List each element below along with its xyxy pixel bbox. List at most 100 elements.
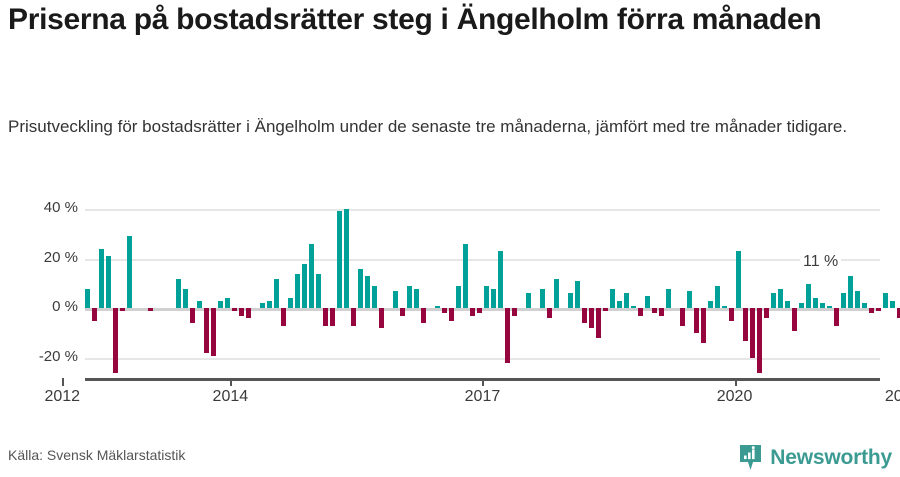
bar <box>778 288 783 309</box>
logo-wordmark: Newsworthy <box>770 446 892 469</box>
source-note: Källa: Svensk Mäklarstatistik <box>8 447 186 463</box>
bar <box>281 308 286 326</box>
bar <box>211 308 216 356</box>
page-subtitle: Prisutveckling för bostadsrätter i Ängel… <box>8 117 848 136</box>
bar-series <box>85 204 900 378</box>
bar <box>547 308 552 319</box>
last-value-annotation: 11 % <box>800 253 842 272</box>
gridline--20 <box>85 358 880 361</box>
bar <box>729 308 734 321</box>
bar <box>897 308 900 319</box>
bar <box>470 308 475 316</box>
bar <box>596 308 601 339</box>
bar <box>540 288 545 309</box>
bar <box>575 281 580 309</box>
bar <box>456 286 461 309</box>
bar <box>176 278 181 309</box>
bar <box>750 308 755 359</box>
bar <box>743 308 748 341</box>
newsworthy-logo: Newsworthy <box>738 444 892 472</box>
x-axis-tick <box>482 378 485 386</box>
y-axis-label: -20 % <box>38 348 78 366</box>
y-axis-label: 40 % <box>43 198 78 216</box>
bar <box>498 251 503 309</box>
bar <box>722 305 727 309</box>
x-axis-label: 2014 <box>212 388 249 405</box>
bar <box>806 283 811 309</box>
bar <box>883 293 888 309</box>
bar <box>183 288 188 309</box>
bar <box>666 288 671 309</box>
bar <box>869 308 874 314</box>
x-axis-tick <box>230 378 233 386</box>
bar <box>862 303 867 309</box>
bar <box>393 291 398 309</box>
bar <box>491 288 496 309</box>
bar <box>785 300 790 309</box>
bar <box>309 243 314 309</box>
bar <box>645 295 650 309</box>
bar <box>764 308 769 319</box>
bar <box>617 300 622 309</box>
bar <box>288 298 293 309</box>
bar <box>659 308 664 316</box>
bar <box>239 308 244 316</box>
x-axis-tick <box>734 378 737 386</box>
bar <box>477 308 482 314</box>
bar <box>736 251 741 309</box>
bar <box>638 308 643 316</box>
bar-chart: 40 % 20 % 0 % -20 % 2012 2014 2017 2020 2022 11… <box>0 196 900 416</box>
bar <box>582 308 587 324</box>
bar <box>295 273 300 309</box>
bar <box>708 300 713 309</box>
bar <box>526 293 531 309</box>
bar <box>204 308 209 354</box>
y-axis-label: 0 % <box>52 298 78 316</box>
bar <box>449 308 454 321</box>
bar <box>876 308 881 311</box>
bar <box>218 300 223 309</box>
bar <box>792 308 797 331</box>
bar <box>323 308 328 326</box>
bar <box>813 298 818 309</box>
bar <box>400 308 405 316</box>
bar <box>232 308 237 311</box>
bar <box>197 300 202 309</box>
bar <box>407 286 412 309</box>
bar <box>890 300 895 309</box>
bar <box>120 308 125 311</box>
bar <box>225 298 230 309</box>
bar <box>701 308 706 344</box>
bar <box>848 276 853 309</box>
bar <box>302 263 307 309</box>
bar <box>316 273 321 309</box>
bar <box>344 208 349 309</box>
x-axis-label: 2012 <box>44 388 81 405</box>
bar <box>687 291 692 309</box>
bar <box>260 303 265 309</box>
bar <box>358 268 363 309</box>
bar <box>589 308 594 329</box>
bar <box>554 278 559 309</box>
bar <box>631 305 636 309</box>
bar <box>484 286 489 309</box>
bar <box>267 300 272 309</box>
bar <box>435 305 440 309</box>
bar <box>820 303 825 309</box>
bar <box>715 286 720 309</box>
bar <box>463 243 468 309</box>
bar <box>652 308 657 314</box>
y-axis-label: 20 % <box>43 248 78 266</box>
x-axis-label: 2022 <box>884 388 900 405</box>
bar <box>337 211 342 309</box>
bar <box>834 308 839 326</box>
bar <box>505 308 510 364</box>
bar <box>127 236 132 309</box>
bar <box>512 308 517 316</box>
bar <box>421 308 426 324</box>
bar <box>148 308 153 311</box>
x-axis-label: 2017 <box>464 388 501 405</box>
bar <box>757 308 762 374</box>
gridline-20 <box>85 258 880 261</box>
